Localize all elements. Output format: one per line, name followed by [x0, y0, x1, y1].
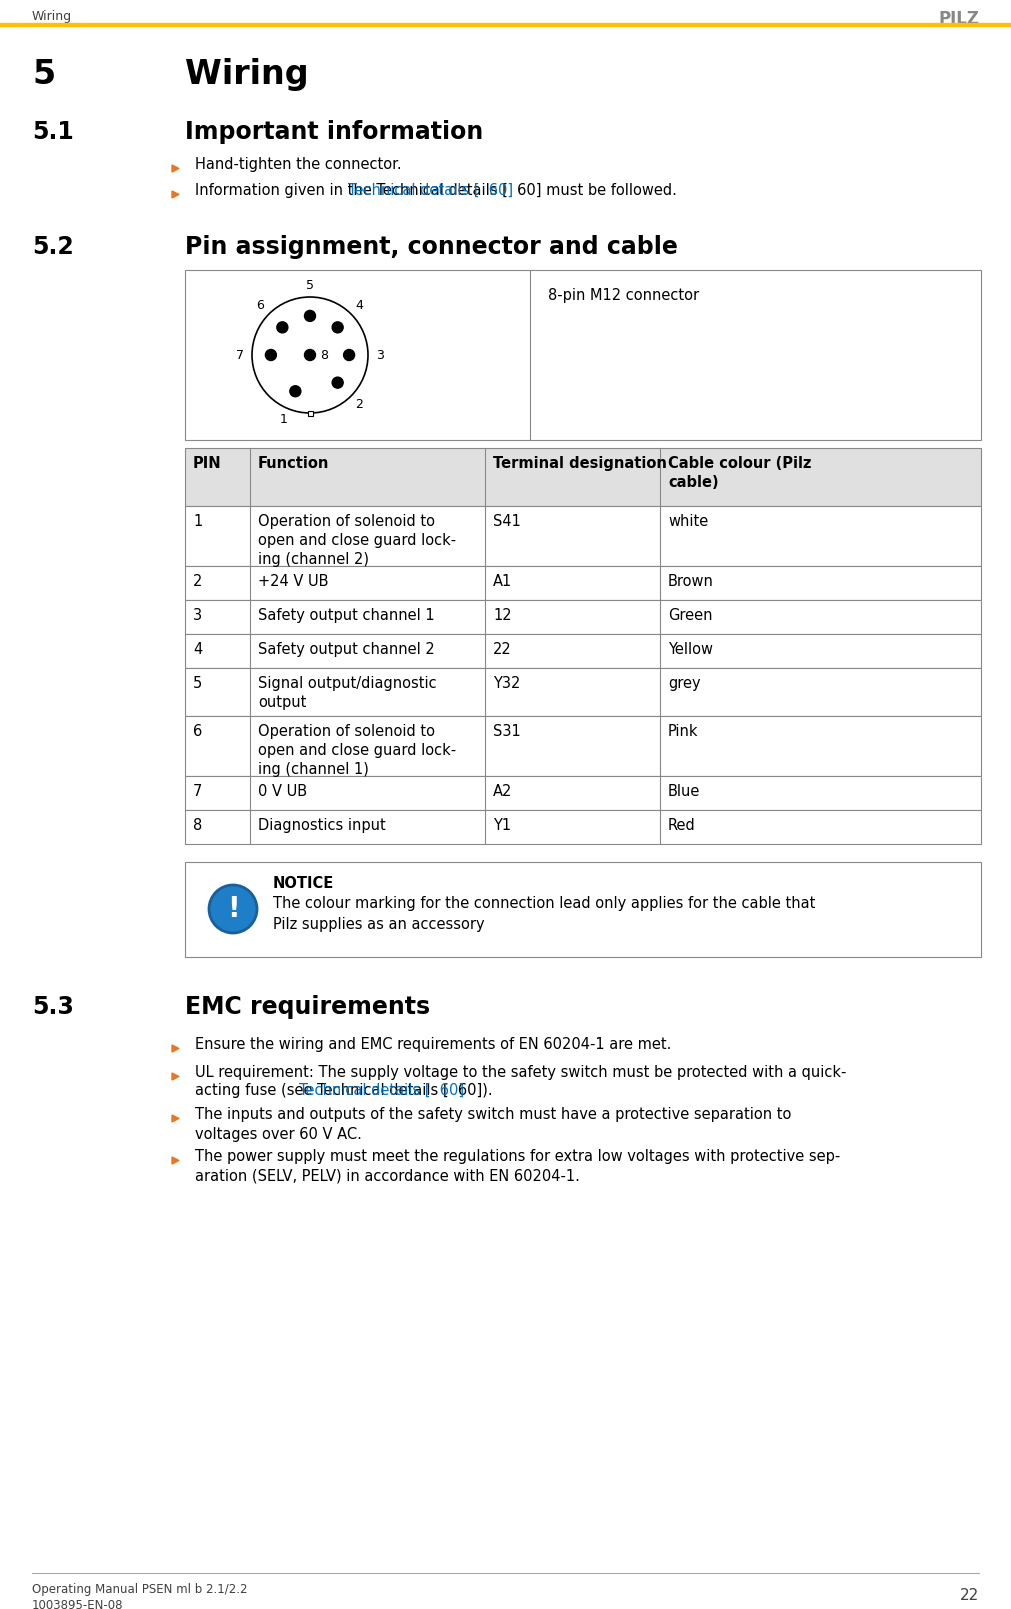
Bar [185, 566, 981, 600]
Text: 5.3: 5.3 [32, 994, 74, 1018]
Bar [185, 862, 981, 957]
Text: Terminal designation: Terminal designation [493, 455, 667, 471]
Text: Operation of solenoid to
open and close guard lock-
ing (channel 1): Operation of solenoid to open and close … [258, 724, 456, 777]
Text: 1003895-EN-08: 1003895-EN-08 [32, 1599, 123, 1609]
Bar [185, 634, 981, 668]
Text: 5.1: 5.1 [32, 121, 74, 143]
Circle shape [209, 885, 257, 933]
Text: Information given in the Technical details [  60] must be followed.: Information given in the Technical detai… [195, 183, 677, 198]
Text: Safety output channel 2: Safety output channel 2 [258, 642, 435, 656]
Text: Technical details [  60]: Technical details [ 60] [348, 183, 513, 198]
Text: Technical details [  60]: Technical details [ 60] [298, 1083, 464, 1097]
Text: The power supply must meet the regulations for extra low voltages with protectiv: The power supply must meet the regulatio… [195, 1149, 840, 1184]
Circle shape [290, 386, 301, 397]
Text: !: ! [226, 895, 240, 924]
Polygon shape [172, 1115, 179, 1121]
Polygon shape [172, 1157, 179, 1163]
Text: Y32: Y32 [493, 676, 521, 690]
Text: 2: 2 [193, 574, 202, 589]
Bar [185, 776, 981, 809]
Text: 5: 5 [32, 58, 56, 92]
Text: Red: Red [668, 817, 696, 833]
Text: Pin assignment, connector and cable: Pin assignment, connector and cable [185, 235, 677, 259]
Text: 6: 6 [257, 299, 265, 312]
Text: 1: 1 [280, 414, 288, 426]
Text: Brown: Brown [668, 574, 714, 589]
Text: 4: 4 [193, 642, 202, 656]
Circle shape [344, 349, 355, 360]
Text: 7: 7 [236, 349, 244, 362]
Text: NOTICE: NOTICE [273, 875, 335, 891]
Text: +24 V UB: +24 V UB [258, 574, 329, 589]
Circle shape [304, 311, 315, 322]
Text: Pink: Pink [668, 724, 699, 739]
Text: Wiring: Wiring [32, 10, 72, 23]
Text: The colour marking for the connection lead only applies for the cable that
Pilz : The colour marking for the connection le… [273, 896, 816, 932]
Text: S31: S31 [493, 724, 521, 739]
Text: Safety output channel 1: Safety output channel 1 [258, 608, 435, 623]
Bar [185, 809, 981, 845]
Text: white: white [668, 513, 709, 529]
Text: Blue: Blue [668, 784, 701, 800]
Bar [185, 270, 981, 439]
Circle shape [277, 322, 288, 333]
Text: PIN: PIN [193, 455, 221, 471]
Text: A1: A1 [493, 574, 513, 589]
Text: 8: 8 [193, 817, 202, 833]
Text: Yellow: Yellow [668, 642, 713, 656]
Text: Operation of solenoid to
open and close guard lock-
ing (channel 2): Operation of solenoid to open and close … [258, 513, 456, 568]
Text: Important information: Important information [185, 121, 483, 143]
Text: 0 V UB: 0 V UB [258, 784, 307, 800]
Polygon shape [172, 1073, 179, 1080]
Bar [185, 668, 981, 716]
Text: Diagnostics input: Diagnostics input [258, 817, 386, 833]
Bar [185, 716, 981, 776]
Text: Y1: Y1 [493, 817, 512, 833]
Text: PILZ: PILZ [938, 10, 979, 27]
Text: 12: 12 [493, 608, 512, 623]
Text: Ensure the wiring and EMC requirements of EN 60204-1 are met.: Ensure the wiring and EMC requirements o… [195, 1036, 671, 1052]
Text: 3: 3 [193, 608, 202, 623]
Text: 1: 1 [193, 513, 202, 529]
Circle shape [333, 322, 343, 333]
Bar [0, 23, 1011, 26]
Text: grey: grey [668, 676, 701, 690]
Circle shape [304, 349, 315, 360]
Circle shape [333, 377, 343, 388]
Text: Cable colour (Pilz
cable): Cable colour (Pilz cable) [668, 455, 812, 489]
Text: UL requirement: The supply voltage to the safety switch must be protected with a: UL requirement: The supply voltage to th… [195, 1065, 846, 1080]
Bar [307, 410, 312, 415]
Text: EMC requirements: EMC requirements [185, 994, 430, 1018]
Text: 5.2: 5.2 [32, 235, 74, 259]
Text: 7: 7 [193, 784, 202, 800]
Text: 8-pin M12 connector: 8-pin M12 connector [548, 288, 700, 302]
Text: Operating Manual PSEN ml b 2.1/2.2: Operating Manual PSEN ml b 2.1/2.2 [32, 1583, 248, 1596]
Text: Function: Function [258, 455, 330, 471]
Bar [185, 505, 981, 566]
Polygon shape [172, 191, 179, 198]
Text: 22: 22 [493, 642, 512, 656]
Text: 2: 2 [356, 397, 363, 410]
Bar [185, 600, 981, 634]
Text: 8: 8 [320, 349, 328, 362]
Bar [185, 447, 981, 505]
Text: 6: 6 [193, 724, 202, 739]
Text: A2: A2 [493, 784, 513, 800]
Text: 22: 22 [959, 1588, 979, 1603]
Text: Hand-tighten the connector.: Hand-tighten the connector. [195, 158, 401, 172]
Text: 3: 3 [376, 349, 384, 362]
Text: 5: 5 [193, 676, 202, 690]
Text: acting fuse (see Technical details [  60]).: acting fuse (see Technical details [ 60]… [195, 1083, 492, 1097]
Circle shape [266, 349, 276, 360]
Text: 5: 5 [306, 278, 314, 291]
Text: Green: Green [668, 608, 713, 623]
Polygon shape [172, 166, 179, 172]
Text: The inputs and outputs of the safety switch must have a protective separation to: The inputs and outputs of the safety swi… [195, 1107, 792, 1142]
Polygon shape [172, 1044, 179, 1052]
Text: 4: 4 [356, 299, 363, 312]
Text: Wiring: Wiring [185, 58, 308, 92]
Text: S41: S41 [493, 513, 521, 529]
Text: Signal output/diagnostic
output: Signal output/diagnostic output [258, 676, 437, 710]
